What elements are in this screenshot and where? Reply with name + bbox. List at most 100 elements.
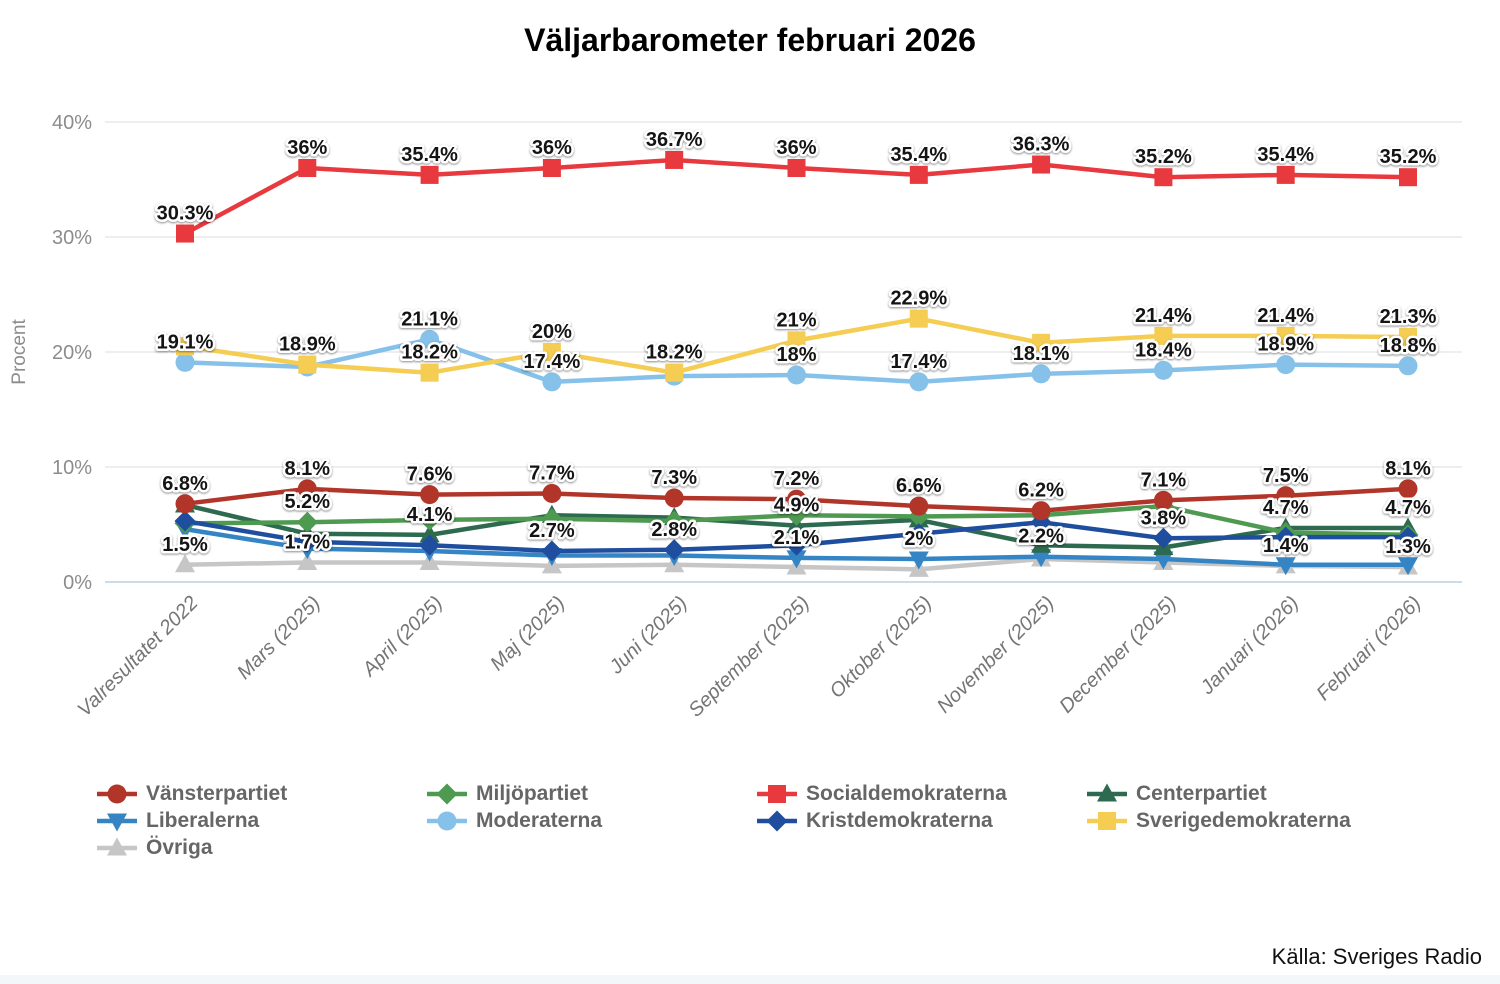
marker-kristdemokraterna-10	[1397, 526, 1419, 548]
legend-shape-ovriga	[107, 837, 127, 855]
data-label-vansterpartiet-10: 8.1%	[1385, 458, 1431, 480]
voter-barometer-line-chart: 0% 10% 20% 30% 40% Procent Valresultatet 2022 M…	[9, 112, 1462, 722]
data-label-vansterpartiet-5: 7.2%	[774, 468, 820, 490]
legend-item-ovriga[interactable]: Övriga	[95, 834, 425, 861]
data-label-ovriga-9: 1.4%	[1263, 535, 1309, 557]
marker-sverigedemokraterna-6	[909, 309, 928, 328]
legend-label-centerpartiet: Centerpartiet	[1136, 781, 1267, 805]
y-tick-label-40: 40%	[52, 112, 92, 134]
marker-liberalerna-6	[908, 551, 929, 570]
marker-moderaterna-9	[1276, 355, 1296, 375]
data-label-sverigedemokraterna-6: 22.9%	[890, 288, 947, 310]
data-label-vansterpartiet-6: 6.6%	[896, 475, 942, 497]
data-label-liberalerna-5: 2.1%	[774, 527, 820, 549]
legend-item-liberalerna[interactable]: Liberalerna	[95, 807, 425, 834]
marker-socialdemokraterna-5	[787, 159, 806, 177]
marker-sverigedemokraterna-4	[665, 363, 684, 382]
legend-item-miljopartiet[interactable]: Miljöpartiet	[425, 780, 755, 807]
marker-moderaterna-2	[420, 329, 440, 349]
data-label-socialdemokraterna-9: 35.4%	[1257, 144, 1314, 166]
data-label-socialdemokraterna-8: 35.2%	[1135, 146, 1192, 168]
x-label-7: November (2025)	[933, 592, 1059, 718]
marker-moderaterna-7	[1031, 364, 1051, 384]
marker-kristdemokraterna-8	[1152, 527, 1174, 549]
data-label-ovriga-1: 1.7%	[285, 531, 331, 553]
series-sverigedemokraterna	[176, 309, 1417, 382]
marker-vansterpartiet-1	[297, 479, 317, 499]
data-label-sverigedemokraterna-8: 21.4%	[1135, 305, 1192, 327]
data-label-moderaterna-9: 18.9%	[1257, 334, 1314, 356]
x-label-4: Juni (2025)	[605, 592, 692, 679]
marker-vansterpartiet-10	[1398, 479, 1418, 499]
marker-vansterpartiet-0	[175, 494, 195, 514]
data-label-socialdemokraterna-3: 36%	[532, 137, 572, 159]
legend-shape-sverigedemokraterna	[1098, 811, 1116, 830]
marker-socialdemokraterna-3	[542, 159, 561, 177]
marker-vansterpartiet-8	[1153, 490, 1173, 510]
data-label-socialdemokraterna-5: 36%	[776, 137, 816, 159]
marker-ovriga-1	[297, 551, 318, 570]
data-label-centerpartiet-2: 4.1%	[407, 504, 453, 526]
marker-ovriga-0	[175, 554, 195, 573]
marker-vansterpartiet-9	[1276, 486, 1296, 506]
y-axis-title: Procent	[9, 319, 30, 385]
x-label-10: Februari (2026)	[1313, 592, 1426, 705]
data-label-socialdemokraterna-6: 35.4%	[890, 144, 947, 166]
x-label-0: Valresultatet 2022	[73, 592, 202, 721]
data-label-ovriga-0: 1.5%	[162, 534, 208, 556]
data-label-sverigedemokraterna-1: 18.9%	[279, 334, 336, 356]
data-label-vansterpartiet-3: 7.7%	[529, 462, 575, 484]
data-label-vansterpartiet-8: 7.1%	[1141, 469, 1187, 491]
marker-moderaterna-8	[1153, 360, 1173, 380]
marker-moderaterna-10	[1398, 356, 1418, 376]
data-label-moderaterna-7: 18.1%	[1013, 343, 1070, 365]
data-label-moderaterna-0: 19.1%	[157, 331, 214, 353]
legend-item-moderaterna[interactable]: Moderaterna	[425, 807, 755, 834]
chart-legend: Vänsterpartiet Miljöpartiet Socialdemokrat…	[95, 780, 1455, 861]
marker-moderaterna-3	[542, 372, 562, 392]
marker-socialdemokraterna-6	[909, 165, 928, 184]
data-label-centerpartiet-10: 4.7%	[1385, 497, 1431, 519]
marker-kristdemokraterna-4	[663, 539, 685, 561]
legend-label-ovriga: Övriga	[146, 835, 213, 859]
series-moderaterna	[175, 329, 1418, 392]
data-label-sverigedemokraterna-3: 20%	[532, 321, 572, 343]
marker-socialdemokraterna-1	[298, 159, 317, 177]
marker-kristdemokraterna-5	[786, 534, 807, 556]
data-label-moderaterna-8: 18.4%	[1135, 339, 1192, 361]
data-label-sverigedemokraterna-10: 21.3%	[1380, 306, 1437, 328]
legend-item-vansterpartiet[interactable]: Vänsterpartiet	[95, 780, 425, 807]
marker-vansterpartiet-2	[420, 485, 440, 505]
legend-item-socialdemokraterna[interactable]: Socialdemokraterna	[755, 780, 1085, 807]
footer-strip	[0, 975, 1500, 984]
x-label-1: Mars (2025)	[233, 592, 325, 684]
data-label-vansterpartiet-9: 7.5%	[1263, 465, 1309, 487]
data-label-socialdemokraterna-4: 36.7%	[646, 129, 703, 151]
series-vansterpartiet	[175, 479, 1418, 521]
marker-socialdemokraterna-2	[420, 165, 439, 184]
marker-centerpartiet-2	[419, 524, 440, 543]
data-label-moderaterna-3: 17.4%	[524, 351, 581, 373]
legend-label-miljopartiet: Miljöpartiet	[476, 781, 589, 805]
legend-item-kristdemokraterna[interactable]: Kristdemokraterna	[755, 807, 1085, 834]
legend-item-sverigedemokraterna[interactable]: Sverigedemokraterna	[1085, 807, 1415, 834]
x-label-6: Oktober (2025)	[826, 592, 937, 703]
marker-sverigedemokraterna-1	[298, 355, 317, 374]
marker-socialdemokraterna-4	[665, 150, 684, 169]
data-label-socialdemokraterna-10: 35.2%	[1380, 146, 1437, 168]
marker-moderaterna-0	[175, 352, 195, 372]
legend-label-sverigedemokraterna: Sverigedemokraterna	[1136, 808, 1351, 832]
data-label-sverigedemokraterna-9: 21.4%	[1257, 305, 1314, 327]
data-label-socialdemokraterna-7: 36.3%	[1013, 134, 1070, 156]
marker-socialdemokraterna-8	[1154, 168, 1173, 187]
marker-miljopartiet-5	[786, 504, 807, 526]
marker-socialdemokraterna-10	[1399, 168, 1417, 187]
legend-shape-vansterpartiet	[107, 784, 127, 803]
marker-sverigedemokraterna-8	[1154, 326, 1173, 345]
legend-shape-kristdemokraterna	[766, 810, 788, 831]
legend-item-centerpartiet[interactable]: Centerpartiet	[1085, 780, 1415, 807]
data-label-miljopartiet-1: 5.2%	[285, 491, 331, 513]
legend-marker-square-icon	[757, 784, 797, 803]
data-label-vansterpartiet-1: 8.1%	[285, 458, 331, 480]
marker-kristdemokraterna-2	[419, 534, 441, 556]
